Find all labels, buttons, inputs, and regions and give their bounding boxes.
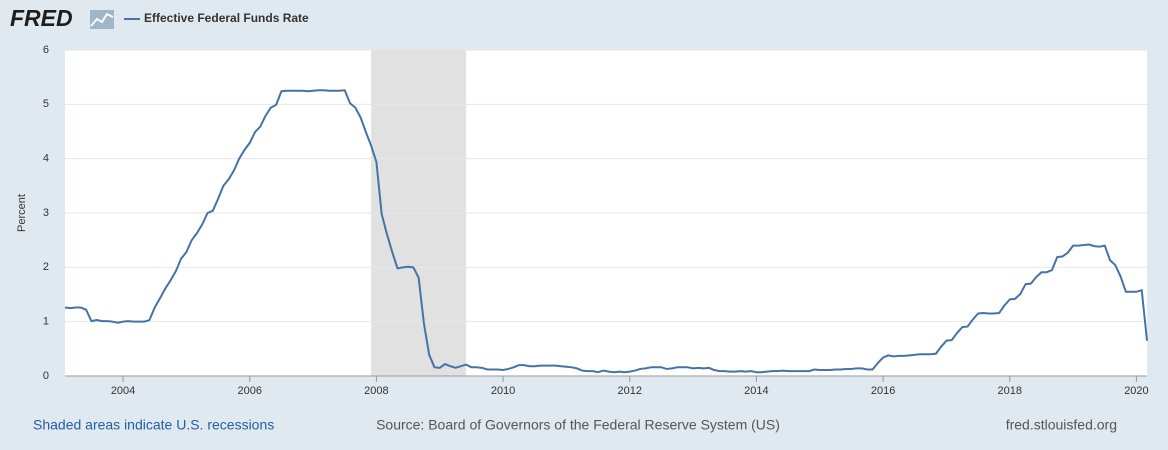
plot: [64, 49, 1148, 382]
logo-icon: [90, 10, 114, 29]
x-tick-label: 2004: [111, 385, 135, 397]
y-tick-label: 2: [43, 261, 49, 273]
x-tick-label: 2020: [1124, 385, 1148, 397]
x-tick-label: 2010: [491, 385, 515, 397]
y-axis-label: Percent: [16, 194, 28, 232]
x-tick-label: 2006: [237, 385, 261, 397]
y-tick-label: 3: [43, 207, 49, 219]
logo[interactable]: FRED: [10, 5, 73, 31]
y-tick-label: 4: [43, 153, 49, 165]
x-tick-label: 2008: [364, 385, 388, 397]
legend-label: Effective Federal Funds Rate: [144, 11, 309, 25]
y-tick-label: 0: [43, 370, 49, 382]
footer-url[interactable]: fred.stlouisfed.org: [1006, 417, 1117, 433]
x-tick-label: 2012: [618, 385, 642, 397]
x-tick-label: 2016: [871, 385, 895, 397]
footer-recessions[interactable]: Shaded areas indicate U.S. recessions: [33, 417, 274, 433]
y-tick-label: 5: [43, 98, 49, 110]
x-tick-label: 2018: [998, 385, 1022, 397]
x-tick-label: 2014: [744, 385, 768, 397]
footer-source: Source: Board of Governors of the Federa…: [376, 417, 780, 433]
y-tick-label: 1: [43, 316, 49, 328]
y-tick-label: 6: [43, 44, 49, 56]
series-line: [64, 89, 1148, 374]
